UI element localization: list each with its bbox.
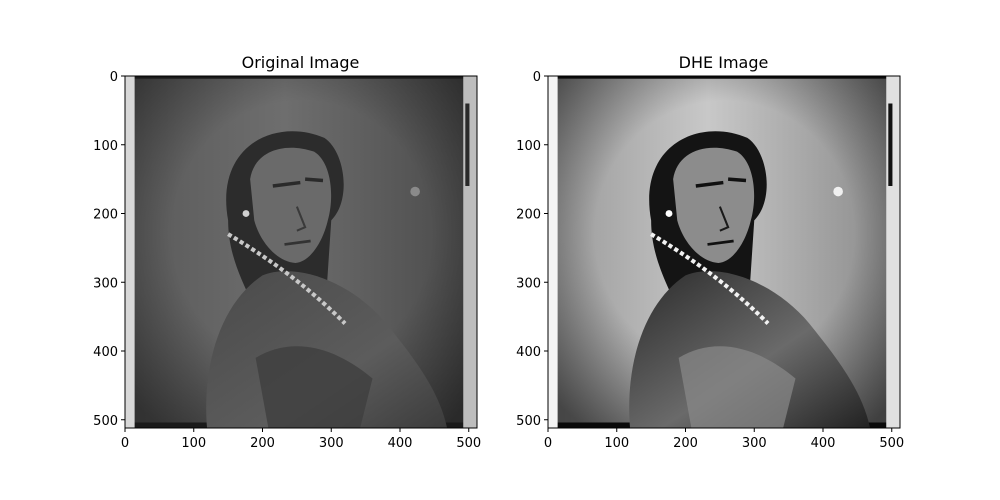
x-tick-label: 200 <box>673 436 698 451</box>
x-tick-label: 100 <box>181 436 206 451</box>
image-dhe <box>548 76 900 428</box>
axes-frame-original <box>124 75 478 429</box>
x-ticks-original: 0 100 200 300 400 500 <box>121 428 481 451</box>
y-tick-label: 500 <box>516 414 541 429</box>
y-tick-label: 200 <box>516 208 541 223</box>
x-tick-label: 0 <box>544 436 552 451</box>
y-ticks-original: 0 100 200 300 400 500 <box>93 70 125 429</box>
x-tick-label: 100 <box>604 436 629 451</box>
y-tick-label: 400 <box>93 345 118 360</box>
x-tick-label: 0 <box>121 436 129 451</box>
x-tick-label: 300 <box>742 436 767 451</box>
x-tick-label: 200 <box>250 436 275 451</box>
x-ticks-dhe: 0 100 200 300 400 500 <box>544 428 904 451</box>
y-tick-label: 0 <box>110 70 118 85</box>
axes-dhe: DHE Image 0 100 <box>516 53 904 451</box>
x-tick-label: 400 <box>811 436 836 451</box>
x-tick-label: 500 <box>456 436 481 451</box>
y-ticks-dhe: 0 100 200 300 400 500 <box>516 70 548 429</box>
title-original: Original Image <box>242 53 360 72</box>
y-tick-label: 400 <box>516 345 541 360</box>
x-tick-label: 500 <box>879 436 904 451</box>
axes-original: Original Image <box>93 53 481 451</box>
y-tick-label: 0 <box>533 70 541 85</box>
y-tick-label: 500 <box>93 414 118 429</box>
title-dhe: DHE Image <box>679 53 769 72</box>
y-tick-label: 100 <box>516 139 541 154</box>
x-tick-label: 400 <box>388 436 413 451</box>
axes-frame-dhe <box>547 75 901 429</box>
x-tick-label: 300 <box>319 436 344 451</box>
y-tick-label: 200 <box>93 208 118 223</box>
image-original <box>125 76 477 428</box>
y-tick-label: 300 <box>93 276 118 291</box>
y-tick-label: 300 <box>516 276 541 291</box>
y-tick-label: 100 <box>93 139 118 154</box>
